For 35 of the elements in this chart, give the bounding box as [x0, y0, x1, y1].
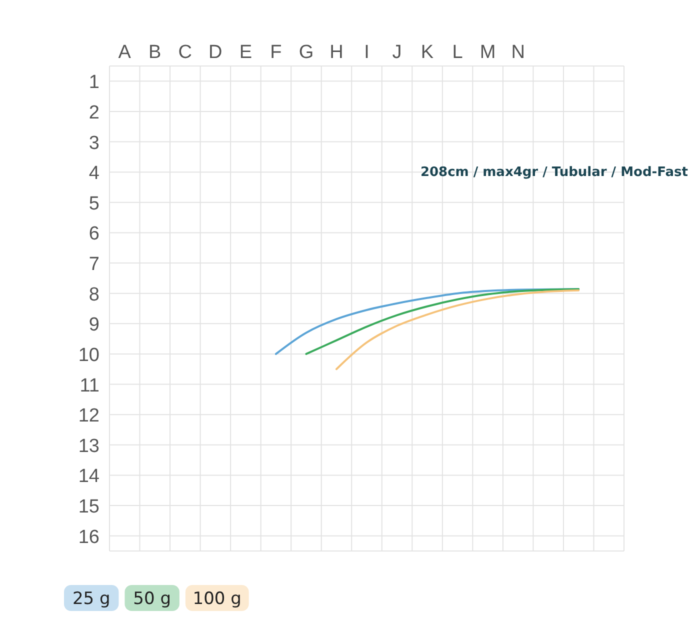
x-tick-label: D: [208, 42, 222, 63]
x-tick-label: H: [330, 42, 344, 63]
y-tick-label: 9: [88, 314, 100, 336]
text: 25 g: [72, 589, 110, 609]
text: 100 g: [192, 589, 242, 609]
x-tick-label: N: [511, 42, 525, 63]
y-tick-label: 14: [78, 466, 100, 488]
y-tick-label: 11: [80, 375, 100, 396]
y-tick-label: 4: [88, 163, 100, 184]
x-tick-label: C: [178, 42, 192, 63]
y-tick-label: 1: [88, 72, 100, 94]
y-tick-label: 7: [88, 254, 100, 276]
y-tick-label: 12: [78, 406, 100, 427]
x-tick-label: G: [298, 42, 314, 63]
x-tick-label: F: [270, 42, 282, 63]
x-tick-label: L: [452, 42, 463, 63]
x-tick-label: M: [480, 42, 496, 63]
y-tick-label: 10: [78, 344, 100, 366]
x-tick-label: J: [392, 42, 402, 63]
x-tick-label: B: [148, 42, 162, 63]
x-tick-label: I: [364, 42, 370, 63]
y-tick-label: 8: [88, 284, 100, 306]
y-tick-label: 6: [88, 224, 100, 245]
y-tick-label: 3: [88, 132, 100, 154]
text: 208cm / max4gr / Tubular / Mod-Fast: [420, 165, 688, 180]
x-tick-label: K: [420, 42, 434, 63]
x-tick-label: E: [239, 42, 252, 63]
y-tick-label: 5: [88, 193, 100, 214]
y-tick-label: 2: [88, 102, 100, 124]
y-tick-label: 16: [78, 526, 100, 548]
y-tick-label: 15: [78, 496, 100, 518]
text: 50 g: [133, 589, 171, 609]
x-tick-label: A: [118, 42, 132, 63]
y-tick-label: 13: [78, 436, 100, 457]
line-series: [335, 289, 580, 370]
